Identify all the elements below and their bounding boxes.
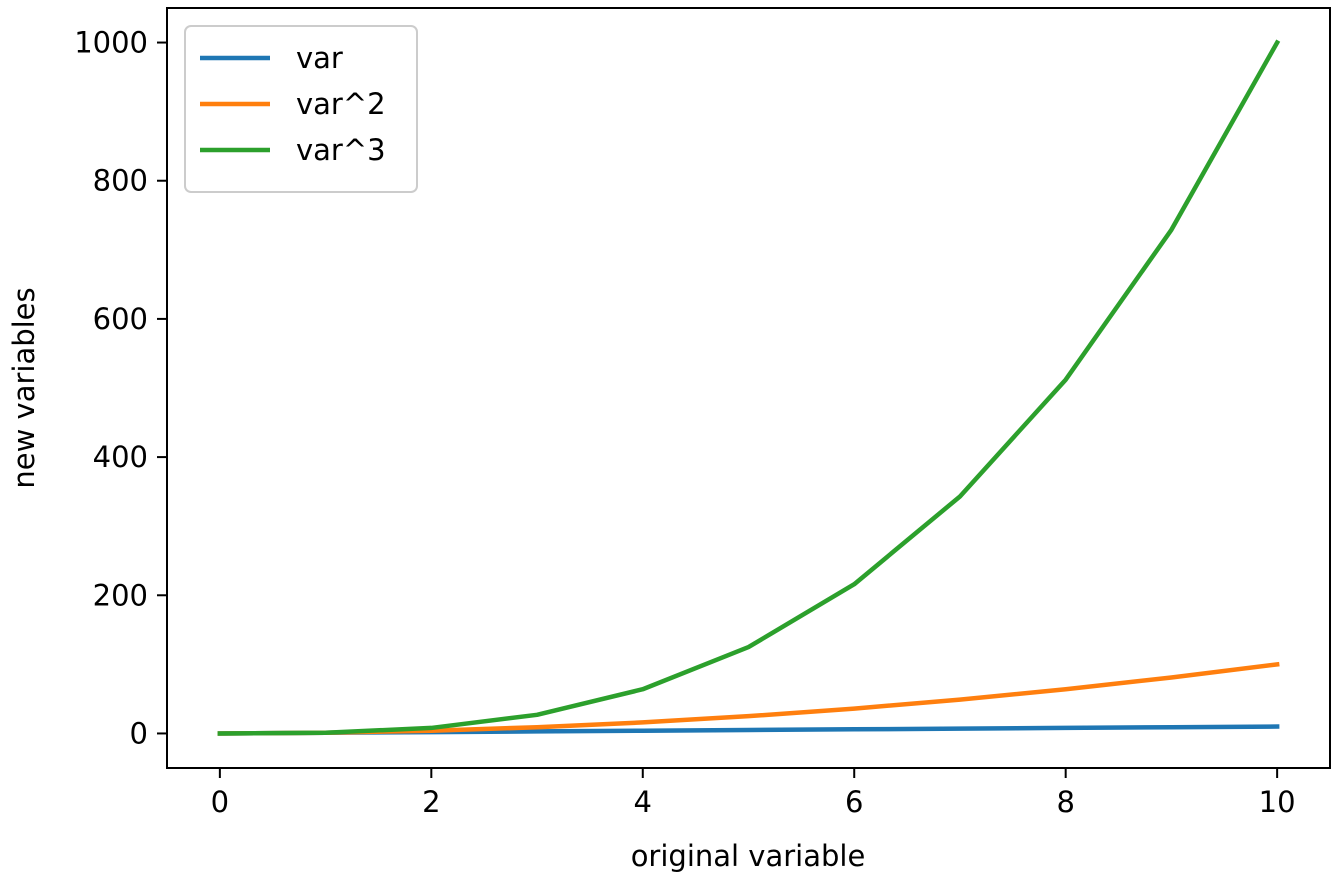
plot-area-frame	[166, 7, 1331, 769]
x-tick-label: 4	[634, 785, 652, 819]
x-tick-label: 2	[422, 785, 440, 819]
y-axis-label: new variables	[7, 287, 41, 488]
y-tick-label: 200	[93, 578, 148, 612]
series-lines	[217, 39, 1281, 736]
series-line-3	[217, 39, 1281, 736]
y-tick-label: 600	[93, 302, 148, 336]
legend-label-3: var^3	[296, 133, 386, 167]
series-line-2	[217, 661, 1280, 736]
legend-label-2: var^2	[296, 87, 386, 121]
y-tick-label: 0	[130, 716, 148, 750]
x-tick-label: 0	[211, 785, 229, 819]
x-axis-label: original variable	[631, 839, 866, 873]
legend-label-1: var	[296, 41, 343, 75]
y-axis-ticks: 0 200 400 600 800 1000	[74, 26, 167, 750]
y-tick-label: 400	[93, 440, 148, 474]
x-tick-label: 10	[1259, 785, 1296, 819]
legend: var var^2 var^3	[184, 25, 418, 193]
y-tick-label: 800	[93, 164, 148, 198]
x-axis-ticks: 0 2 4 6 8 10	[211, 768, 1296, 819]
x-tick-label: 8	[1056, 785, 1074, 819]
y-tick-label: 1000	[74, 26, 148, 60]
x-tick-label: 6	[845, 785, 863, 819]
